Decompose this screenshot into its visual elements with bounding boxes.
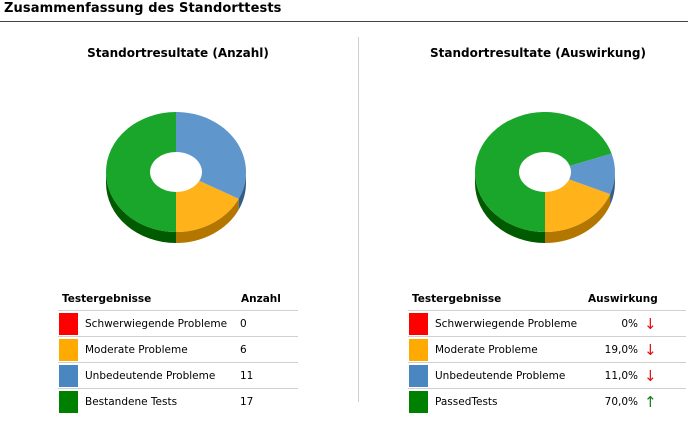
table-header-row: Testergebnisse Auswirkung bbox=[408, 292, 686, 311]
slice-side-bestandene-tests bbox=[106, 172, 176, 243]
header-anzahl: Anzahl bbox=[241, 293, 281, 305]
slice-moderate-probleme bbox=[545, 179, 611, 232]
arrow-down-icon: ↓ bbox=[644, 366, 657, 385]
header-auswirkung: Auswirkung bbox=[588, 293, 658, 305]
row-label: Schwerwiegende Probleme bbox=[432, 310, 584, 337]
row-value: 11 bbox=[237, 362, 298, 389]
table-row: Schwerwiegende Probleme 0 bbox=[58, 310, 298, 337]
table-row: Bestandene Tests 17 bbox=[58, 388, 298, 414]
table-header-row: Testergebnisse Anzahl bbox=[58, 292, 298, 311]
row-value: 6 bbox=[237, 336, 298, 363]
minor-swatch bbox=[59, 364, 78, 387]
row-value: 11,0% bbox=[584, 362, 642, 389]
header-testergebnisse: Testergebnisse bbox=[412, 293, 502, 305]
moderate-swatch bbox=[59, 338, 78, 361]
table-row: Moderate Probleme 6 bbox=[58, 336, 298, 363]
passed-swatch bbox=[409, 390, 428, 413]
passed-swatch bbox=[59, 390, 78, 413]
page-title: Zusammenfassung des Standorttests bbox=[4, 1, 282, 16]
slice-passedtests bbox=[475, 112, 612, 232]
row-label: Unbedeutende Probleme bbox=[82, 362, 237, 389]
table-row: PassedTests 70,0% ↑ bbox=[408, 388, 686, 414]
row-label: Moderate Probleme bbox=[82, 336, 237, 363]
table-row: Unbedeutende Probleme 11 bbox=[58, 362, 298, 389]
table-row: Schwerwiegende Probleme 0% ↓ bbox=[408, 310, 686, 337]
row-label: Bestandene Tests bbox=[82, 388, 237, 414]
header-testergebnisse: Testergebnisse bbox=[62, 293, 152, 305]
row-value: 17 bbox=[237, 388, 298, 414]
arrow-down-icon: ↓ bbox=[644, 314, 657, 333]
row-label: PassedTests bbox=[432, 388, 584, 414]
arrow-down-icon: ↓ bbox=[644, 340, 657, 359]
slice-side-passedtests bbox=[475, 172, 545, 243]
slice-bestandene-tests bbox=[106, 112, 176, 232]
slice-side-unbedeutende-probleme bbox=[238, 172, 246, 210]
minor-swatch bbox=[409, 364, 428, 387]
severe-swatch bbox=[409, 312, 428, 335]
row-value: 0 bbox=[237, 310, 298, 337]
slice-side-unbedeutende-probleme bbox=[610, 172, 615, 206]
count-results-table: Testergebnisse Anzahl Schwerwiegende Pro… bbox=[58, 292, 298, 414]
row-value: 0% bbox=[584, 310, 642, 337]
arrow-up-icon: ↑ bbox=[644, 392, 657, 411]
slice-unbedeutende-probleme bbox=[176, 112, 247, 199]
slice-moderate-probleme bbox=[176, 180, 239, 232]
table-row: Moderate Probleme 19,0% ↓ bbox=[408, 336, 686, 363]
donut-hole bbox=[519, 152, 571, 192]
moderate-swatch bbox=[409, 338, 428, 361]
impact-donut-chart bbox=[475, 112, 615, 243]
chart-title-count: Standortresultate (Anzahl) bbox=[87, 46, 269, 60]
table-row: Unbedeutende Probleme 11,0% ↓ bbox=[408, 362, 686, 389]
impact-results-table: Testergebnisse Auswirkung Schwerwiegende… bbox=[408, 292, 686, 414]
section-divider bbox=[358, 37, 359, 402]
row-label: Schwerwiegende Probleme bbox=[82, 310, 237, 337]
title-divider bbox=[0, 21, 688, 22]
row-label: Moderate Probleme bbox=[432, 336, 584, 363]
row-value: 70,0% bbox=[584, 388, 642, 414]
slice-unbedeutende-probleme bbox=[569, 153, 615, 195]
slice-side-moderate-probleme bbox=[545, 194, 611, 243]
row-value: 19,0% bbox=[584, 336, 642, 363]
chart-title-impact: Standortresultate (Auswirkung) bbox=[430, 46, 646, 60]
slice-side-moderate-probleme bbox=[176, 198, 239, 243]
donut-hole bbox=[150, 152, 202, 192]
row-label: Unbedeutende Probleme bbox=[432, 362, 584, 389]
severe-swatch bbox=[59, 312, 78, 335]
count-donut-chart bbox=[106, 112, 247, 243]
